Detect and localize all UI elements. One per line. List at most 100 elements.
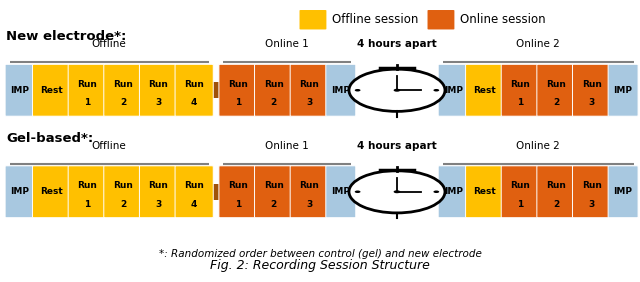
FancyBboxPatch shape bbox=[537, 166, 575, 218]
Text: 3: 3 bbox=[156, 98, 162, 107]
Bar bbox=[6, 82, 637, 98]
Circle shape bbox=[349, 69, 445, 111]
Text: Run: Run bbox=[510, 181, 531, 190]
Circle shape bbox=[349, 171, 445, 213]
FancyBboxPatch shape bbox=[104, 166, 142, 218]
FancyBboxPatch shape bbox=[438, 166, 468, 218]
FancyBboxPatch shape bbox=[33, 166, 70, 218]
Text: 2: 2 bbox=[120, 200, 126, 209]
Text: 3: 3 bbox=[588, 98, 595, 107]
Text: Online 1: Online 1 bbox=[266, 39, 309, 49]
Text: Fig. 2: Recording Session Structure: Fig. 2: Recording Session Structure bbox=[210, 259, 430, 272]
Text: Run: Run bbox=[77, 181, 97, 190]
FancyBboxPatch shape bbox=[140, 64, 178, 116]
Text: Run: Run bbox=[300, 181, 319, 190]
FancyBboxPatch shape bbox=[219, 166, 257, 218]
FancyBboxPatch shape bbox=[5, 166, 35, 218]
Text: Offline session: Offline session bbox=[332, 13, 418, 26]
FancyBboxPatch shape bbox=[501, 64, 540, 116]
Text: 3: 3 bbox=[306, 98, 312, 107]
FancyBboxPatch shape bbox=[68, 64, 106, 116]
Text: Rest: Rest bbox=[474, 86, 496, 95]
Text: 4: 4 bbox=[191, 200, 197, 209]
Text: 1: 1 bbox=[84, 98, 90, 107]
Text: 1: 1 bbox=[235, 98, 241, 107]
Text: Online session: Online session bbox=[460, 13, 545, 26]
Text: IMP: IMP bbox=[11, 187, 29, 196]
FancyBboxPatch shape bbox=[5, 64, 35, 116]
Circle shape bbox=[394, 190, 401, 193]
FancyBboxPatch shape bbox=[608, 166, 638, 218]
Bar bbox=[6, 184, 637, 200]
Text: Run: Run bbox=[148, 181, 168, 190]
FancyBboxPatch shape bbox=[300, 10, 326, 29]
FancyBboxPatch shape bbox=[501, 166, 540, 218]
Text: Rest: Rest bbox=[40, 86, 63, 95]
FancyBboxPatch shape bbox=[326, 64, 356, 116]
Text: Run: Run bbox=[148, 80, 168, 89]
Text: Run: Run bbox=[582, 80, 602, 89]
FancyBboxPatch shape bbox=[255, 64, 292, 116]
FancyBboxPatch shape bbox=[465, 64, 504, 116]
Text: Online 2: Online 2 bbox=[516, 39, 560, 49]
Text: 3: 3 bbox=[156, 200, 162, 209]
Text: 2: 2 bbox=[553, 98, 559, 107]
Text: Rest: Rest bbox=[40, 187, 63, 196]
Text: Run: Run bbox=[228, 80, 248, 89]
FancyBboxPatch shape bbox=[68, 166, 106, 218]
Text: 2: 2 bbox=[553, 200, 559, 209]
FancyBboxPatch shape bbox=[175, 166, 213, 218]
Text: IMP: IMP bbox=[332, 187, 350, 196]
FancyBboxPatch shape bbox=[33, 64, 70, 116]
Circle shape bbox=[433, 89, 439, 91]
Text: 2: 2 bbox=[120, 98, 126, 107]
FancyBboxPatch shape bbox=[537, 64, 575, 116]
FancyBboxPatch shape bbox=[572, 64, 611, 116]
Text: Run: Run bbox=[228, 181, 248, 190]
Text: 2: 2 bbox=[271, 200, 276, 209]
Text: Run: Run bbox=[510, 80, 531, 89]
Text: Offline: Offline bbox=[92, 141, 127, 151]
Text: Gel-based*:: Gel-based*: bbox=[6, 132, 93, 145]
Circle shape bbox=[433, 191, 439, 193]
FancyBboxPatch shape bbox=[438, 64, 468, 116]
FancyBboxPatch shape bbox=[140, 166, 178, 218]
Text: 1: 1 bbox=[517, 200, 524, 209]
FancyBboxPatch shape bbox=[465, 166, 504, 218]
Text: Run: Run bbox=[582, 181, 602, 190]
FancyBboxPatch shape bbox=[219, 64, 257, 116]
Circle shape bbox=[355, 89, 360, 91]
Text: Run: Run bbox=[184, 80, 204, 89]
Text: IMP: IMP bbox=[11, 86, 29, 95]
Text: 1: 1 bbox=[517, 98, 524, 107]
Text: Run: Run bbox=[113, 80, 133, 89]
FancyBboxPatch shape bbox=[175, 64, 213, 116]
Text: 1: 1 bbox=[235, 200, 241, 209]
Text: Run: Run bbox=[264, 181, 284, 190]
Text: 3: 3 bbox=[588, 200, 595, 209]
Text: Run: Run bbox=[546, 181, 566, 190]
Text: Run: Run bbox=[300, 80, 319, 89]
FancyBboxPatch shape bbox=[326, 166, 356, 218]
Text: 1: 1 bbox=[84, 200, 90, 209]
FancyBboxPatch shape bbox=[608, 64, 638, 116]
Circle shape bbox=[394, 89, 401, 92]
FancyBboxPatch shape bbox=[290, 64, 328, 116]
Text: Run: Run bbox=[113, 181, 133, 190]
Text: 2: 2 bbox=[271, 98, 276, 107]
Text: IMP: IMP bbox=[614, 187, 632, 196]
Text: Run: Run bbox=[546, 80, 566, 89]
FancyBboxPatch shape bbox=[104, 64, 142, 116]
Text: Run: Run bbox=[264, 80, 284, 89]
Text: New electrode*:: New electrode*: bbox=[6, 30, 127, 43]
Text: Rest: Rest bbox=[474, 187, 496, 196]
Text: IMP: IMP bbox=[614, 86, 632, 95]
Text: IMP: IMP bbox=[444, 86, 463, 95]
Text: Offline: Offline bbox=[92, 39, 127, 49]
Text: 3: 3 bbox=[306, 200, 312, 209]
Circle shape bbox=[355, 191, 360, 193]
Text: 4 hours apart: 4 hours apart bbox=[357, 141, 437, 151]
Text: Run: Run bbox=[184, 181, 204, 190]
FancyBboxPatch shape bbox=[428, 10, 454, 29]
Text: 4 hours apart: 4 hours apart bbox=[357, 39, 437, 49]
